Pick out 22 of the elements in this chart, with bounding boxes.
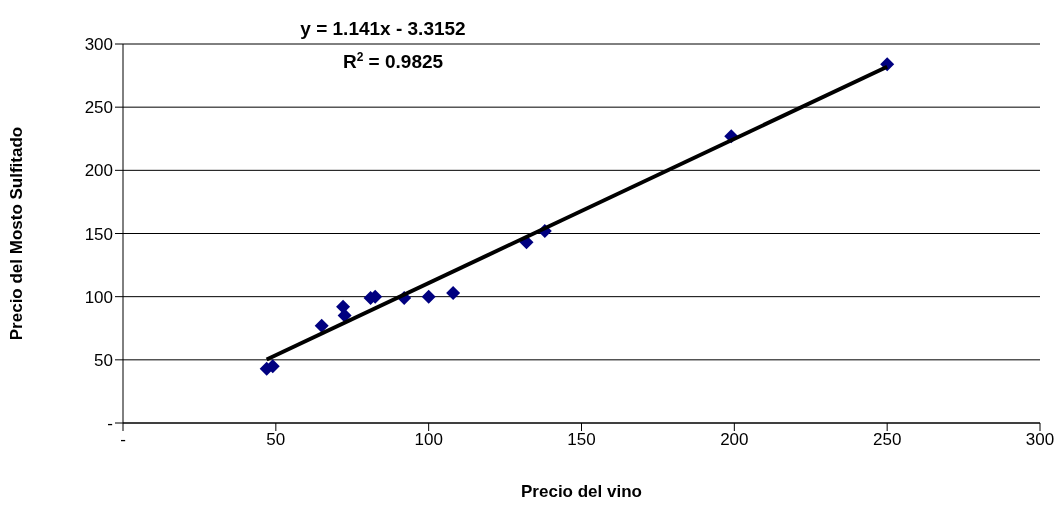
y-tick-label: 200 (84, 161, 113, 181)
y-tick-label: 150 (84, 224, 113, 244)
x-tick-label: 150 (567, 430, 596, 450)
x-tick-label: 300 (1025, 430, 1055, 450)
x-tick-label: 200 (720, 430, 749, 450)
y-axis-title: Precio del Mosto Sulfitado (7, 126, 27, 341)
x-tick-label: - (120, 430, 126, 450)
x-tick-label: 50 (266, 430, 286, 450)
point (314, 318, 329, 333)
x-tick-label: 250 (872, 430, 902, 450)
point (337, 308, 352, 323)
point (446, 285, 461, 300)
y-tick-label: 300 (84, 35, 113, 55)
y-tick-label: 100 (84, 287, 113, 307)
annotation: R$^{2}$ = 0.9825 (342, 50, 444, 72)
y-tick-label: 250 (84, 98, 113, 118)
text: y = 1.141x - 3.3152 (300, 18, 466, 39)
y-tick-label: 50 (94, 350, 113, 370)
x-axis-title: Precio del vino (521, 482, 642, 501)
x-tick-label: 100 (414, 430, 443, 450)
point (421, 289, 436, 304)
y-tick-label: - (107, 414, 113, 434)
